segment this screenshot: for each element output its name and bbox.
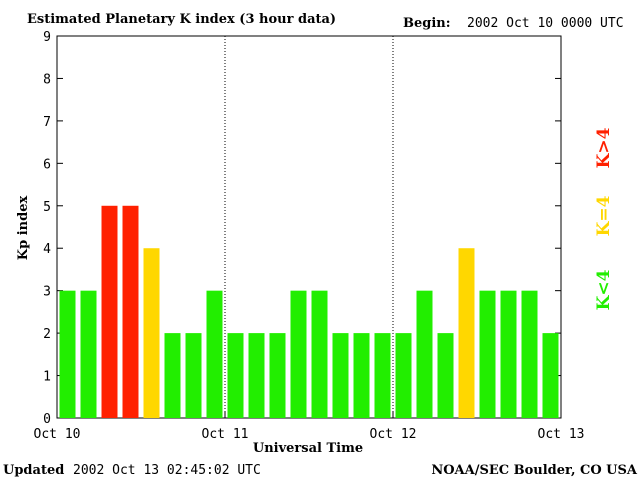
kp-bar bbox=[206, 290, 223, 418]
kp-bar bbox=[437, 333, 454, 418]
kp-bar bbox=[521, 290, 538, 418]
kp-bar bbox=[374, 333, 391, 418]
plot-frame bbox=[56, 35, 562, 419]
x-tick-label: Oct 12 bbox=[370, 427, 417, 442]
kp-bar bbox=[185, 333, 202, 418]
y-tick-label: 4 bbox=[43, 242, 51, 257]
kp-bar bbox=[479, 290, 496, 418]
kp-bar bbox=[269, 333, 286, 418]
legend-item: K>4 bbox=[594, 127, 614, 168]
kp-bar bbox=[290, 290, 307, 418]
plot-area: 0 1 2 3 4 5 6 7 8 9 Oct 10 Oct 11 Oct 12 Oct 13 bbox=[34, 30, 585, 442]
kp-bar bbox=[458, 248, 475, 418]
y-tick-label: 5 bbox=[43, 200, 51, 215]
kp-bar bbox=[143, 248, 160, 418]
begin-label: Begin: bbox=[403, 16, 451, 31]
kp-bar bbox=[101, 205, 118, 418]
kp-bar bbox=[542, 333, 559, 418]
updated-label: Updated bbox=[3, 463, 64, 478]
y-tick-label: 0 bbox=[43, 412, 51, 427]
source-credit: NOAA/SEC Boulder, CO USA bbox=[431, 463, 638, 478]
y-tick-label: 1 bbox=[43, 370, 51, 385]
kp-bar bbox=[227, 333, 244, 418]
legend-item: K=4 bbox=[594, 195, 614, 236]
y-tick-label: 6 bbox=[43, 157, 51, 172]
y-tick-label: 8 bbox=[43, 72, 51, 87]
x-tick-label: Oct 11 bbox=[202, 427, 249, 442]
kp-bar bbox=[248, 333, 265, 418]
kp-bar bbox=[332, 333, 349, 418]
y-tick-label: 7 bbox=[43, 115, 51, 130]
x-tick-label: Oct 13 bbox=[538, 427, 585, 442]
updated-value: 2002 Oct 13 02:45:02 UTC bbox=[73, 463, 261, 478]
kp-bar bbox=[395, 333, 412, 418]
begin-value: 2002 Oct 10 0000 UTC bbox=[467, 16, 624, 31]
kp-bar bbox=[122, 205, 139, 418]
k-legend: K>4 K=4 K<4 bbox=[594, 127, 614, 310]
kp-bar bbox=[311, 290, 328, 418]
kp-bar bbox=[80, 290, 97, 418]
y-tick-label: 9 bbox=[43, 30, 51, 45]
y-tick-label: 3 bbox=[43, 285, 51, 300]
kp-bar bbox=[353, 333, 370, 418]
chart-title: Estimated Planetary K index (3 hour data… bbox=[27, 12, 336, 27]
kp-bar bbox=[59, 290, 76, 418]
y-axis-label: Kp index bbox=[16, 196, 31, 261]
y-tick-label: 2 bbox=[43, 327, 51, 342]
kp-bar bbox=[164, 333, 181, 418]
x-tick-label: Oct 10 bbox=[34, 427, 81, 442]
legend-item: K<4 bbox=[594, 269, 614, 310]
kp-bar bbox=[416, 290, 433, 418]
x-axis-label: Universal Time bbox=[253, 441, 363, 456]
kp-bar bbox=[500, 290, 517, 418]
